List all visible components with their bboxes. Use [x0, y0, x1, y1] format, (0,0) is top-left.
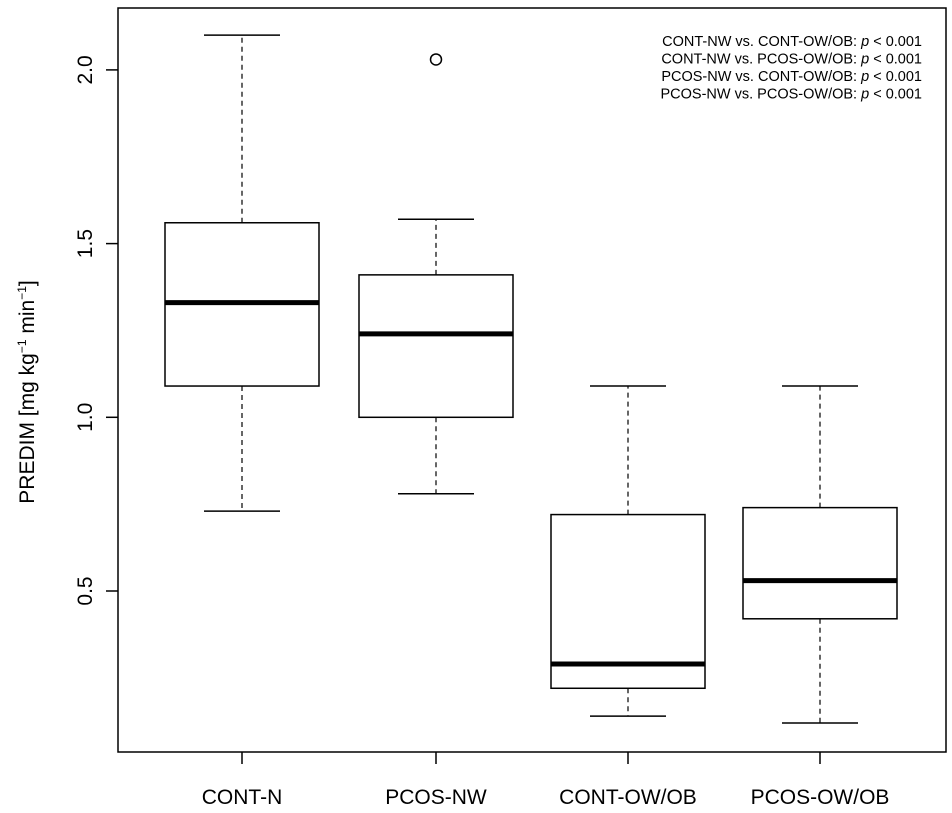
- y-tick-label: 0.5: [74, 576, 97, 605]
- box-series: [164, 34, 898, 724]
- y-axis-label-end: ]: [16, 280, 39, 286]
- iqr-box: [550, 513, 706, 690]
- y-axis-label: PREDIM [mg kg−1 min−1]: [15, 280, 39, 503]
- annotation-line: PCOS-NW vs. CONT-OW/OB: p < 0.001: [661, 69, 922, 85]
- x-tick-label: PCOS-OW/OB: [751, 786, 890, 809]
- box-group: [550, 385, 706, 717]
- annotation-line: CONT-NW vs. CONT-OW/OB: p < 0.001: [662, 34, 922, 50]
- y-axis-label-mid: min: [16, 300, 39, 340]
- y-tick-label: 1.0: [74, 403, 97, 432]
- iqr-box: [742, 506, 898, 620]
- x-tick-label: CONT-OW/OB: [559, 786, 697, 809]
- outlier-point: [429, 53, 443, 66]
- box-group: [164, 34, 320, 512]
- x-axis: CONT-N PCOS-NW CONT-OW/OB PCOS-OW/OB: [202, 752, 890, 809]
- y-axis: 0.5 1.0 1.5 2.0: [74, 55, 118, 606]
- y-axis-label-sup2: −1: [15, 286, 29, 300]
- box-group: [358, 53, 514, 495]
- y-tick-label: 1.5: [74, 229, 97, 258]
- x-tick-label: PCOS-NW: [385, 786, 487, 809]
- annotation-line: PCOS-NW vs. PCOS-OW/OB: p < 0.001: [661, 87, 922, 103]
- box-group: [742, 385, 898, 724]
- annotation-block: CONT-NW vs. CONT-OW/OB: p < 0.001 CONT-NW…: [661, 34, 922, 103]
- y-tick-label: 2.0: [74, 55, 97, 84]
- y-axis-label-main: PREDIM [mg kg: [16, 353, 39, 504]
- iqr-box: [358, 274, 514, 419]
- plot-frame: [117, 7, 947, 753]
- annotation-line: CONT-NW vs. PCOS-OW/OB: p < 0.001: [661, 52, 922, 68]
- x-tick-label: CONT-N: [202, 786, 283, 809]
- y-axis-label-sup1: −1: [15, 339, 29, 353]
